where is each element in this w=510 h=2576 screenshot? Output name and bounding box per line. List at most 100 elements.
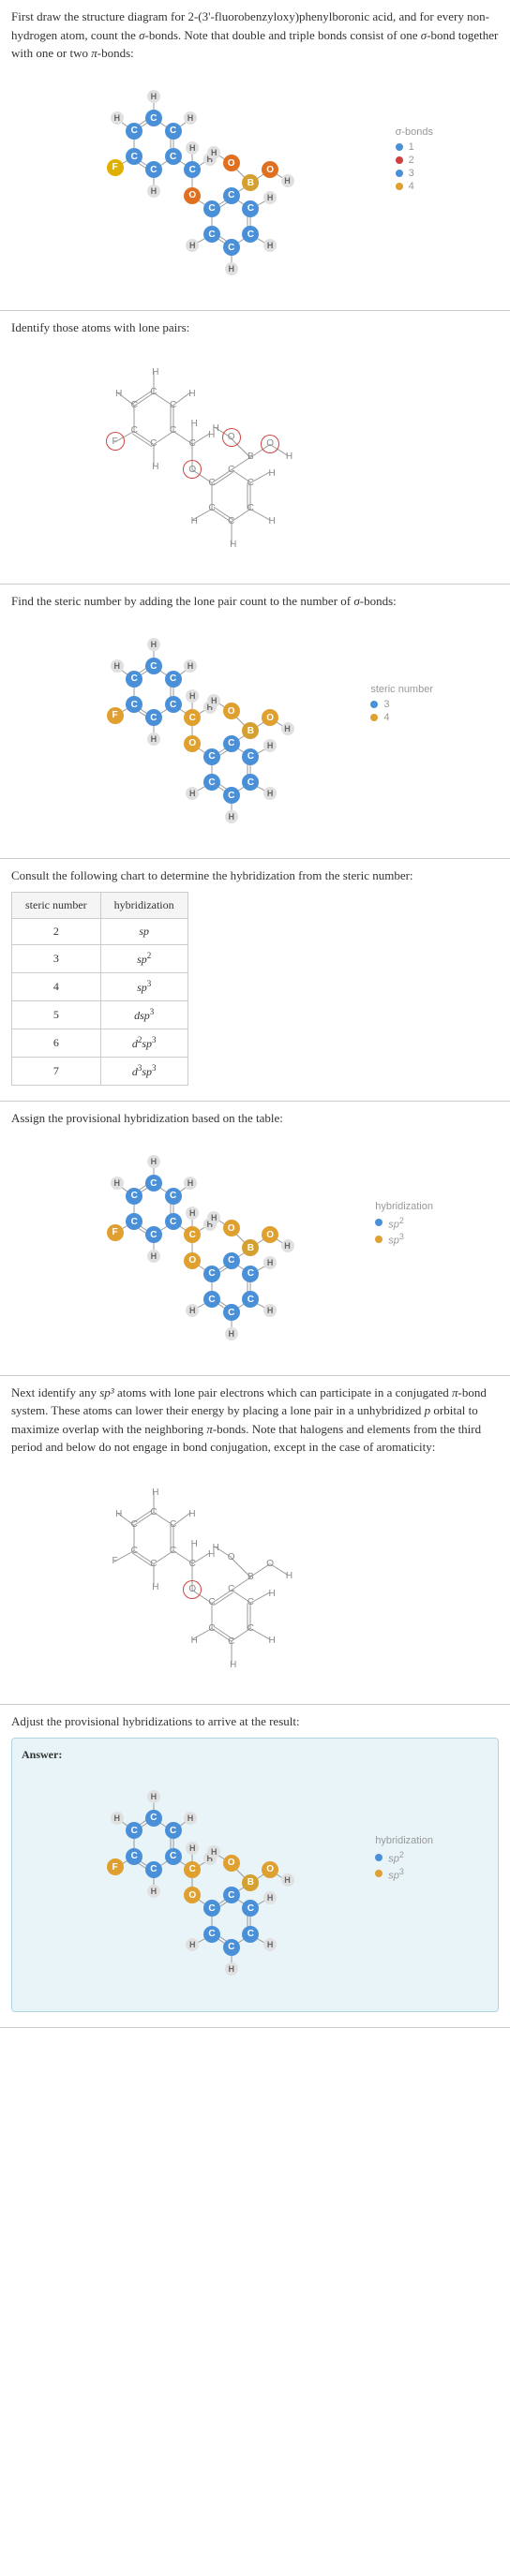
atom-h: H <box>281 1239 294 1252</box>
atom-c: C <box>242 1620 259 1636</box>
atom-h: H <box>225 810 238 823</box>
legend-item: 4 <box>370 712 433 723</box>
atom-c: C <box>165 1542 182 1559</box>
atom-h: H <box>186 141 199 155</box>
atom-f: F <box>107 707 124 724</box>
atom-b: B <box>242 1239 259 1256</box>
atom-c: C <box>184 436 201 452</box>
atom-o: O <box>262 1861 278 1878</box>
atom-h: H <box>184 1505 201 1522</box>
th-steric: steric number <box>12 893 101 919</box>
atom-o: O <box>262 1226 278 1243</box>
atom-h: H <box>184 386 201 403</box>
atom-h: H <box>263 1633 280 1650</box>
atom-c: C <box>126 1517 142 1533</box>
legend-label: sp3 <box>388 1867 404 1882</box>
legend-steric: steric number 3 4 <box>370 684 433 725</box>
atom-o: O <box>184 1887 201 1903</box>
table-row: 5dsp3 <box>12 1001 188 1029</box>
atom-h: H <box>263 1938 277 1951</box>
cell-hyb: d2sp3 <box>100 1029 188 1058</box>
table-row: 7d3sp3 <box>12 1058 188 1086</box>
atom-h: H <box>207 1845 220 1858</box>
cell-hyb: sp3 <box>100 973 188 1001</box>
lonepair-text: Identify those atoms with lone pairs: <box>11 318 499 337</box>
atom-c: C <box>223 735 240 752</box>
atom-c: C <box>223 1633 240 1650</box>
atom-c: C <box>223 1939 240 1956</box>
answer-text: Adjust the provisional hybridizations to… <box>11 1712 499 1731</box>
atom-h: H <box>263 1585 280 1602</box>
atom-c: C <box>126 148 142 165</box>
legend-label: 3 <box>383 699 389 710</box>
atom-c: C <box>184 161 201 178</box>
atom-h: H <box>186 512 202 529</box>
atom-c: C <box>145 1861 162 1878</box>
atom-c: C <box>223 187 240 204</box>
intro-text: First draw the structure diagram for 2-(… <box>11 7 499 63</box>
answer-box: Answer: hybridization sp2sp3 HCHCHCFCCCH… <box>11 1738 499 2012</box>
atom-c: C <box>165 1822 182 1839</box>
legend-hyb: hybridization sp2sp3 <box>375 1201 433 1249</box>
legend-item: 4 <box>396 181 433 192</box>
atom-c: C <box>203 1900 220 1917</box>
legend-item: 3 <box>396 168 433 179</box>
atom-c: C <box>145 384 162 401</box>
atom-c: C <box>203 1926 220 1943</box>
atom-c: C <box>145 161 162 178</box>
legend-item: 1 <box>396 141 433 153</box>
atom-h: H <box>281 1873 294 1887</box>
answer-label: Answer: <box>22 1748 488 1762</box>
legend-title: steric number <box>370 684 433 695</box>
atom-h: H <box>263 1256 277 1269</box>
atom-h: H <box>225 1327 238 1340</box>
section-conjugation: Next identify any sp³ atoms with lone pa… <box>0 1376 510 1705</box>
atom-f: F <box>107 1858 124 1875</box>
atom-c: C <box>242 1926 259 1943</box>
cell-hyb: sp2 <box>100 945 188 973</box>
atom-h: H <box>111 386 128 403</box>
atom-c: C <box>145 1503 162 1520</box>
atom-o: O <box>223 429 240 446</box>
atom-h: H <box>263 191 277 204</box>
atom-o: O <box>262 436 278 452</box>
atom-c: C <box>165 396 182 413</box>
atom-c: C <box>242 748 259 765</box>
table-row: 2sp <box>12 919 188 945</box>
diagram-lonepairs: HCHCHCFCCCHCHHOCCBOHOHCHCHCHCH <box>77 344 433 569</box>
atom-f: F <box>107 159 124 176</box>
atom-c: C <box>223 1581 240 1598</box>
atom-h: H <box>147 1155 160 1168</box>
atom-c: C <box>145 709 162 726</box>
atom-c: C <box>242 1900 259 1917</box>
atom-h: H <box>184 1812 197 1825</box>
atom-h: H <box>186 1207 199 1220</box>
atom-b: B <box>242 1874 259 1891</box>
atom-c: C <box>223 461 240 478</box>
atom-c: C <box>203 1620 220 1636</box>
atom-c: C <box>242 474 259 491</box>
atom-c: C <box>242 226 259 243</box>
legend-label: sp3 <box>388 1232 404 1247</box>
atom-c: C <box>145 1810 162 1827</box>
legend-dot <box>375 1236 382 1243</box>
atom-h: H <box>147 733 160 746</box>
legend-item: sp3 <box>375 1232 433 1247</box>
legend-item: 2 <box>396 155 433 166</box>
atom-h: H <box>263 512 280 529</box>
atom-c: C <box>184 1861 201 1878</box>
section-intro: First draw the structure diagram for 2-(… <box>0 0 510 311</box>
atom-o: O <box>184 1252 201 1269</box>
atom-h: H <box>281 722 294 735</box>
table-row: 6d2sp3 <box>12 1029 188 1058</box>
atom-c: C <box>223 787 240 804</box>
legend-sigma: σ-bonds 1234 <box>396 126 433 194</box>
atom-h: H <box>111 1505 128 1522</box>
atom-c: C <box>203 1594 220 1611</box>
legend-dot <box>370 714 378 721</box>
atom-c: C <box>126 696 142 713</box>
atom-h: H <box>111 111 124 125</box>
legend-label: 2 <box>409 155 414 166</box>
atom-c: C <box>126 1542 142 1559</box>
atom-h: H <box>186 416 202 433</box>
